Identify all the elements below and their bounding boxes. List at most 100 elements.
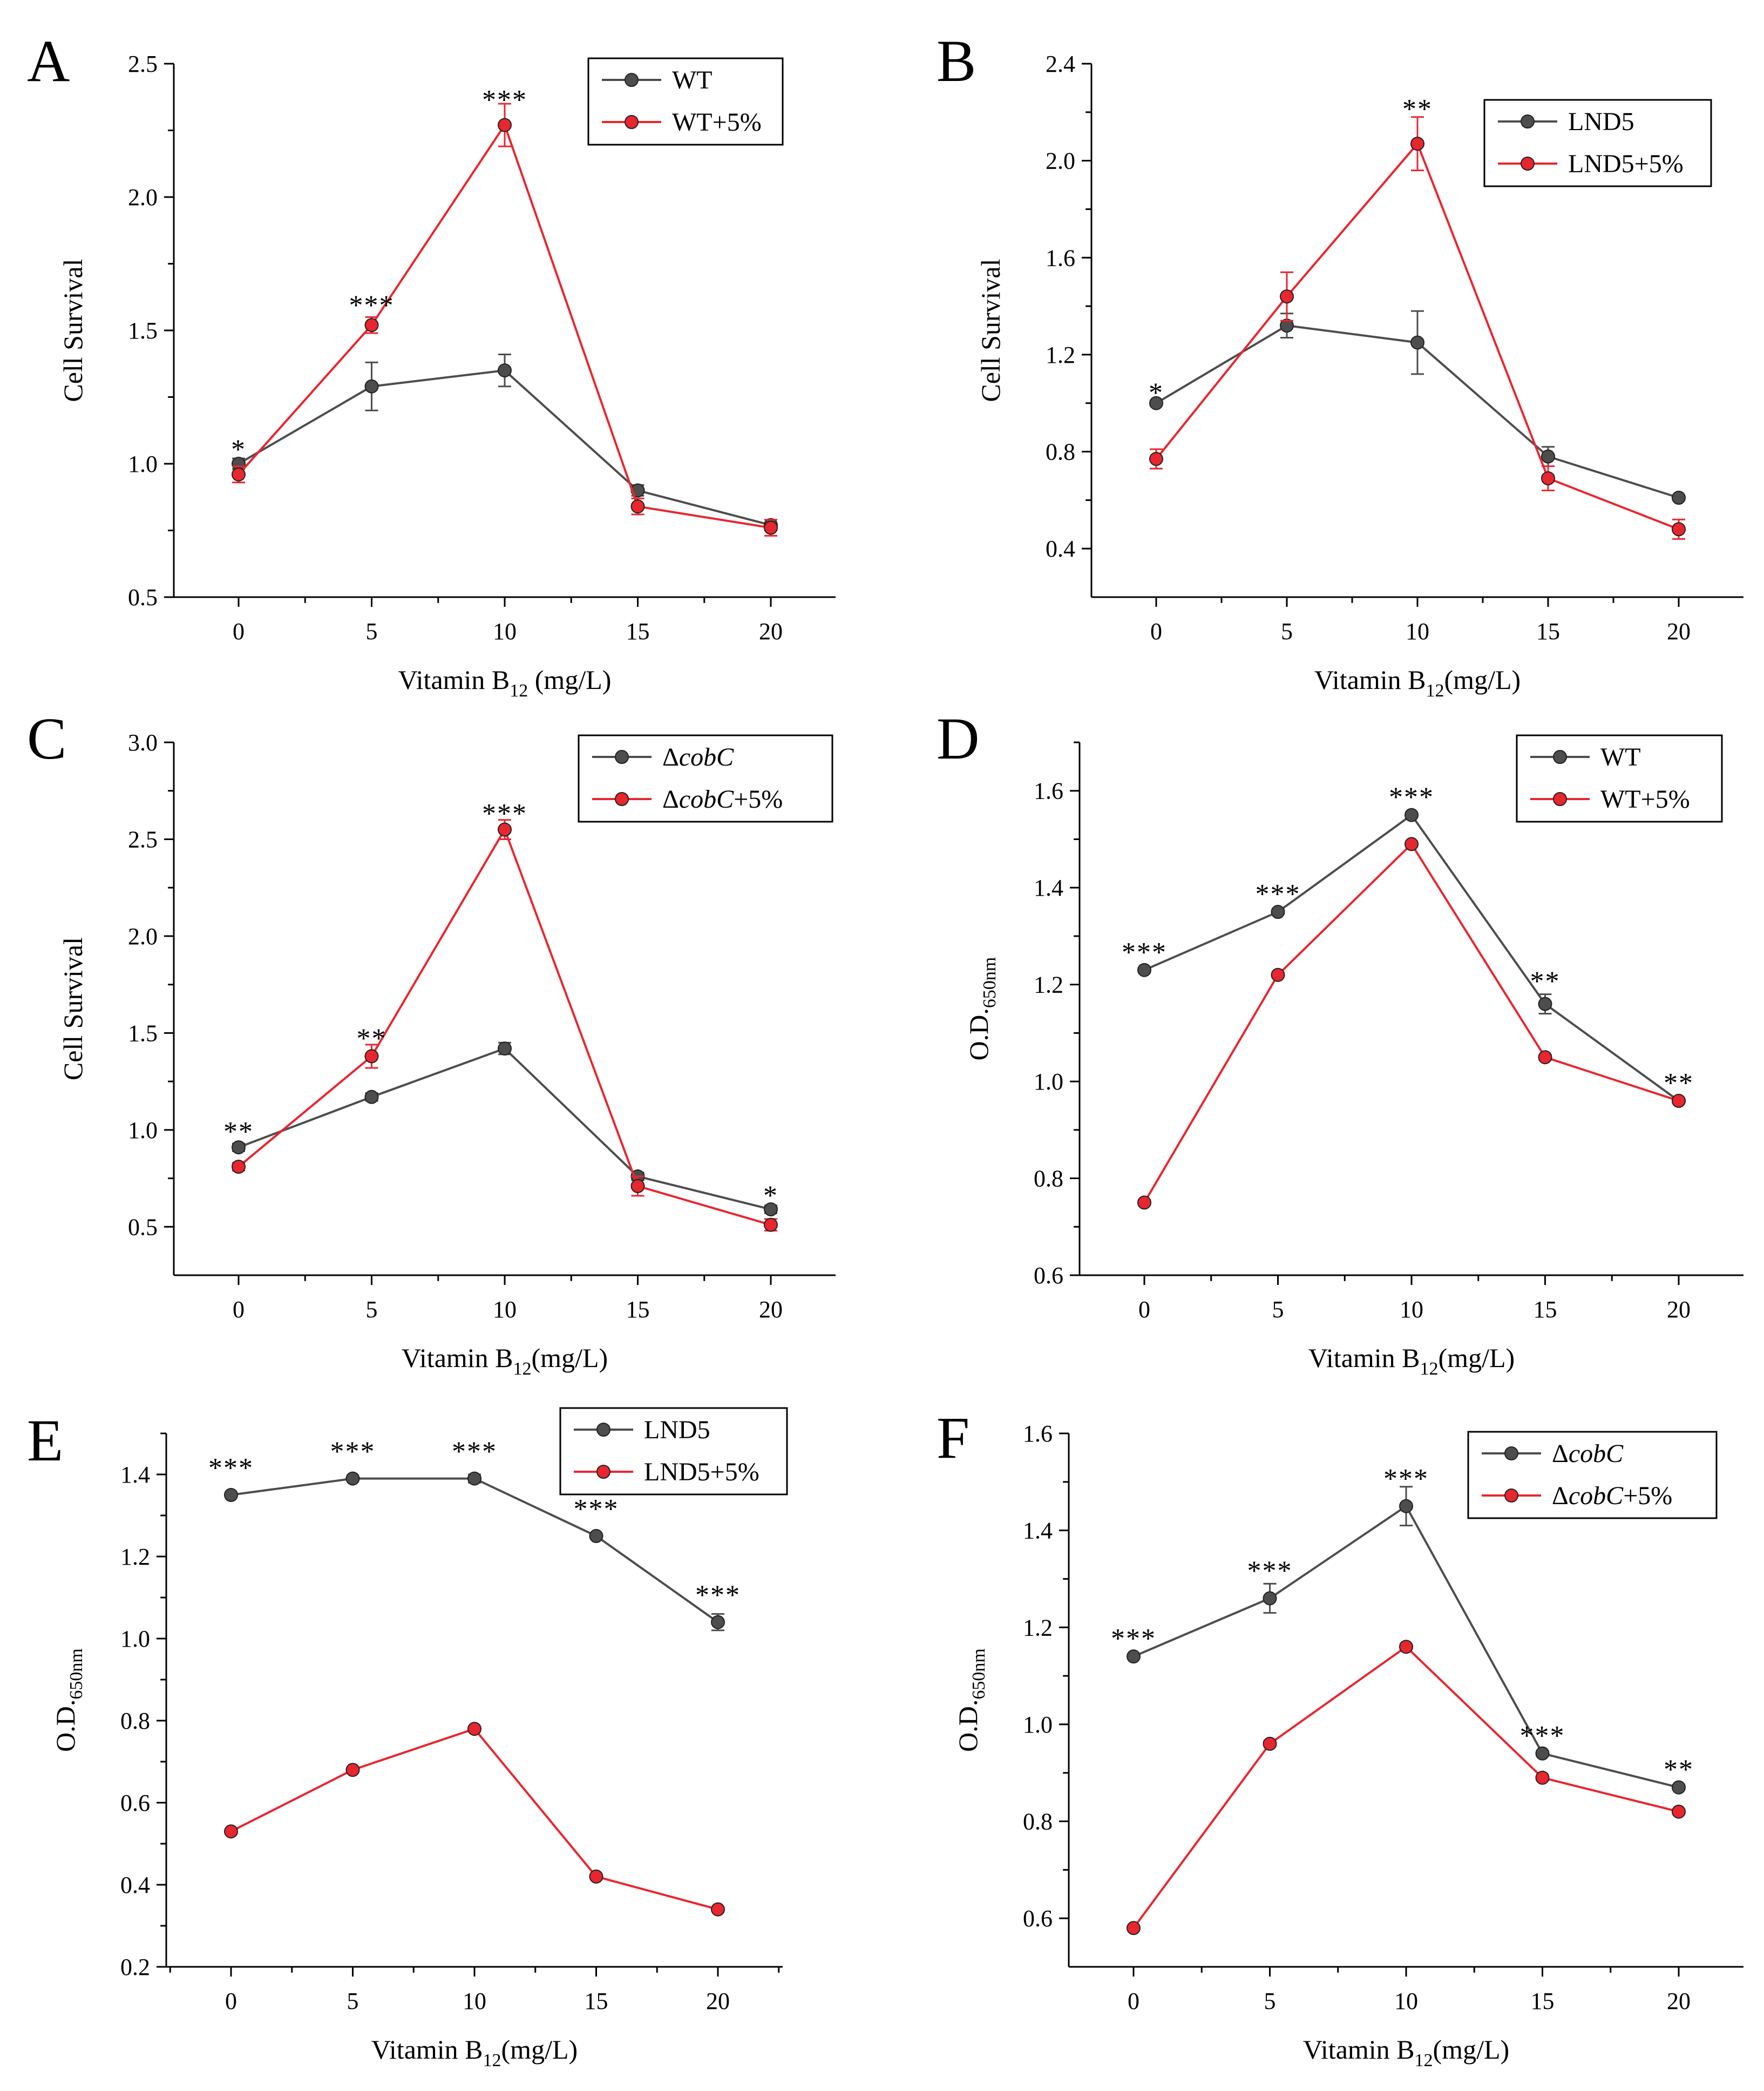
significance-label: *** <box>482 85 527 116</box>
significance-label: *** <box>349 290 395 321</box>
legend-marker <box>1521 114 1535 128</box>
panel-letter: B <box>937 28 976 94</box>
legend-box <box>1516 734 1723 823</box>
y-tick-label: 1.0 <box>128 451 158 477</box>
data-point <box>764 520 778 535</box>
y-tick-label: 0.8 <box>1046 439 1075 465</box>
data-point <box>364 379 379 394</box>
data-point <box>467 1722 481 1736</box>
legend-marker <box>596 1423 610 1437</box>
significance-label: *** <box>330 1436 376 1467</box>
data-point <box>1280 289 1294 304</box>
legend-label: LND5+5% <box>644 1458 759 1486</box>
data-point <box>345 1763 360 1777</box>
x-tick-label: 5 <box>347 1988 359 2014</box>
data-point <box>630 1179 645 1193</box>
data-point <box>1127 1649 1141 1664</box>
significance-label: *** <box>1383 1464 1429 1494</box>
x-tick-label: 20 <box>759 618 783 645</box>
legend-label: WT <box>672 66 713 94</box>
panel-letter: A <box>27 28 70 94</box>
legend: LND5 LND5+5% <box>559 1407 788 1495</box>
data-point <box>1410 335 1424 350</box>
x-axis-title: Vitamin B12(mg/L) <box>371 2034 578 2070</box>
data-point <box>364 1090 379 1104</box>
legend-label: ΔcobC+5% <box>662 785 783 814</box>
legend-box <box>578 734 833 823</box>
y-tick-label: 0.4 <box>120 1872 150 1898</box>
y-tick-label: 1.2 <box>1046 342 1075 368</box>
data-point <box>1672 1804 1686 1819</box>
significance-label: ** <box>357 1024 387 1054</box>
legend-marker <box>1553 750 1567 764</box>
data-point <box>1263 1736 1277 1751</box>
y-axis-title: O.D.650nm <box>50 1648 86 1752</box>
data-point <box>1263 1591 1277 1606</box>
series-1 <box>232 103 778 537</box>
significance-label: * <box>763 1180 778 1211</box>
significance-label: *** <box>574 1494 619 1525</box>
x-axis-title: Vitamin B12(mg/L) <box>1314 665 1521 701</box>
x-tick-label: 15 <box>626 618 650 645</box>
data-point <box>1672 490 1686 505</box>
data-point <box>1541 449 1555 464</box>
legend-box <box>559 1407 788 1495</box>
significance-label: *** <box>482 798 527 829</box>
significance-label: ** <box>223 1116 254 1147</box>
x-tick-label: 20 <box>1667 1296 1691 1323</box>
data-point <box>1127 1921 1141 1936</box>
y-tick-label: 0.8 <box>1023 1809 1053 1835</box>
y-tick-label: 0.4 <box>1046 536 1075 562</box>
legend-label: LND5 <box>644 1416 710 1444</box>
data-point <box>1535 1770 1550 1785</box>
significance-label: * <box>1149 377 1164 408</box>
x-tick-label: 0 <box>233 618 245 645</box>
y-tick-label: 0.6 <box>1023 1905 1053 1932</box>
data-point <box>1271 967 1285 982</box>
x-tick-label: 15 <box>626 1296 650 1323</box>
x-axis-title: Vitamin B12(mg/L) <box>1303 2034 1509 2070</box>
y-tick-label: 0.6 <box>120 1790 150 1816</box>
data-point <box>345 1471 360 1486</box>
y-tick-label: 0.5 <box>128 1214 158 1240</box>
chart-panel-b: B 0 5 10 15 20 0.4 0.8 1.2 1.6 2.0 2.4 Vitamin B12(m… <box>937 28 1743 701</box>
series-1 <box>1137 837 1686 1210</box>
x-tick-label: 15 <box>1534 1296 1557 1323</box>
legend-label: WT+5% <box>672 108 762 137</box>
data-point <box>1672 1093 1686 1108</box>
series-1 <box>1127 1640 1686 1936</box>
data-point <box>589 1869 603 1884</box>
chart-panel-e: E 0 5 10 15 20 0.2 0.4 0.6 0.8 1.0 1.2 1.4 Vitamin B1… <box>27 1407 788 2070</box>
legend-marker <box>1553 792 1567 806</box>
y-tick-label: 2.5 <box>128 51 158 77</box>
significance-label: ** <box>1664 1755 1694 1785</box>
significance-label: *** <box>695 1580 741 1610</box>
legend-label: WT+5% <box>1600 785 1690 814</box>
legend-marker <box>596 1465 610 1479</box>
chart-panel-a: A 0 5 10 15 20 0.5 1.0 1.5 2.0 2.5 Vitamin B12 (mg/… <box>27 28 836 701</box>
series-0 <box>232 1041 778 1216</box>
y-tick-label: 1.5 <box>128 1020 158 1046</box>
y-tick-label: 2.4 <box>1046 51 1075 77</box>
x-tick-label: 0 <box>225 1988 237 2014</box>
x-tick-label: 5 <box>1281 618 1293 645</box>
legend-label: WT <box>1600 743 1641 772</box>
x-tick-label: 0 <box>1128 1988 1139 2014</box>
x-axis-title: Vitamin B12(mg/L) <box>402 1343 608 1379</box>
y-tick-label: 1.4 <box>1023 1518 1053 1544</box>
data-point <box>364 318 379 333</box>
data-point <box>1271 905 1285 919</box>
data-point <box>1672 1780 1686 1795</box>
legend: LND5 LND5+5% <box>1483 99 1712 187</box>
y-tick-label: 1.6 <box>1046 245 1075 271</box>
x-tick-label: 20 <box>759 1296 783 1323</box>
x-tick-label: 10 <box>1406 618 1429 645</box>
significance-label: *** <box>1256 879 1301 910</box>
legend-label: ΔcobC+5% <box>1552 1481 1672 1510</box>
data-point <box>1535 1746 1550 1761</box>
data-point <box>498 118 512 132</box>
x-tick-label: 10 <box>463 1988 486 2014</box>
y-tick-label: 1.2 <box>120 1544 150 1570</box>
